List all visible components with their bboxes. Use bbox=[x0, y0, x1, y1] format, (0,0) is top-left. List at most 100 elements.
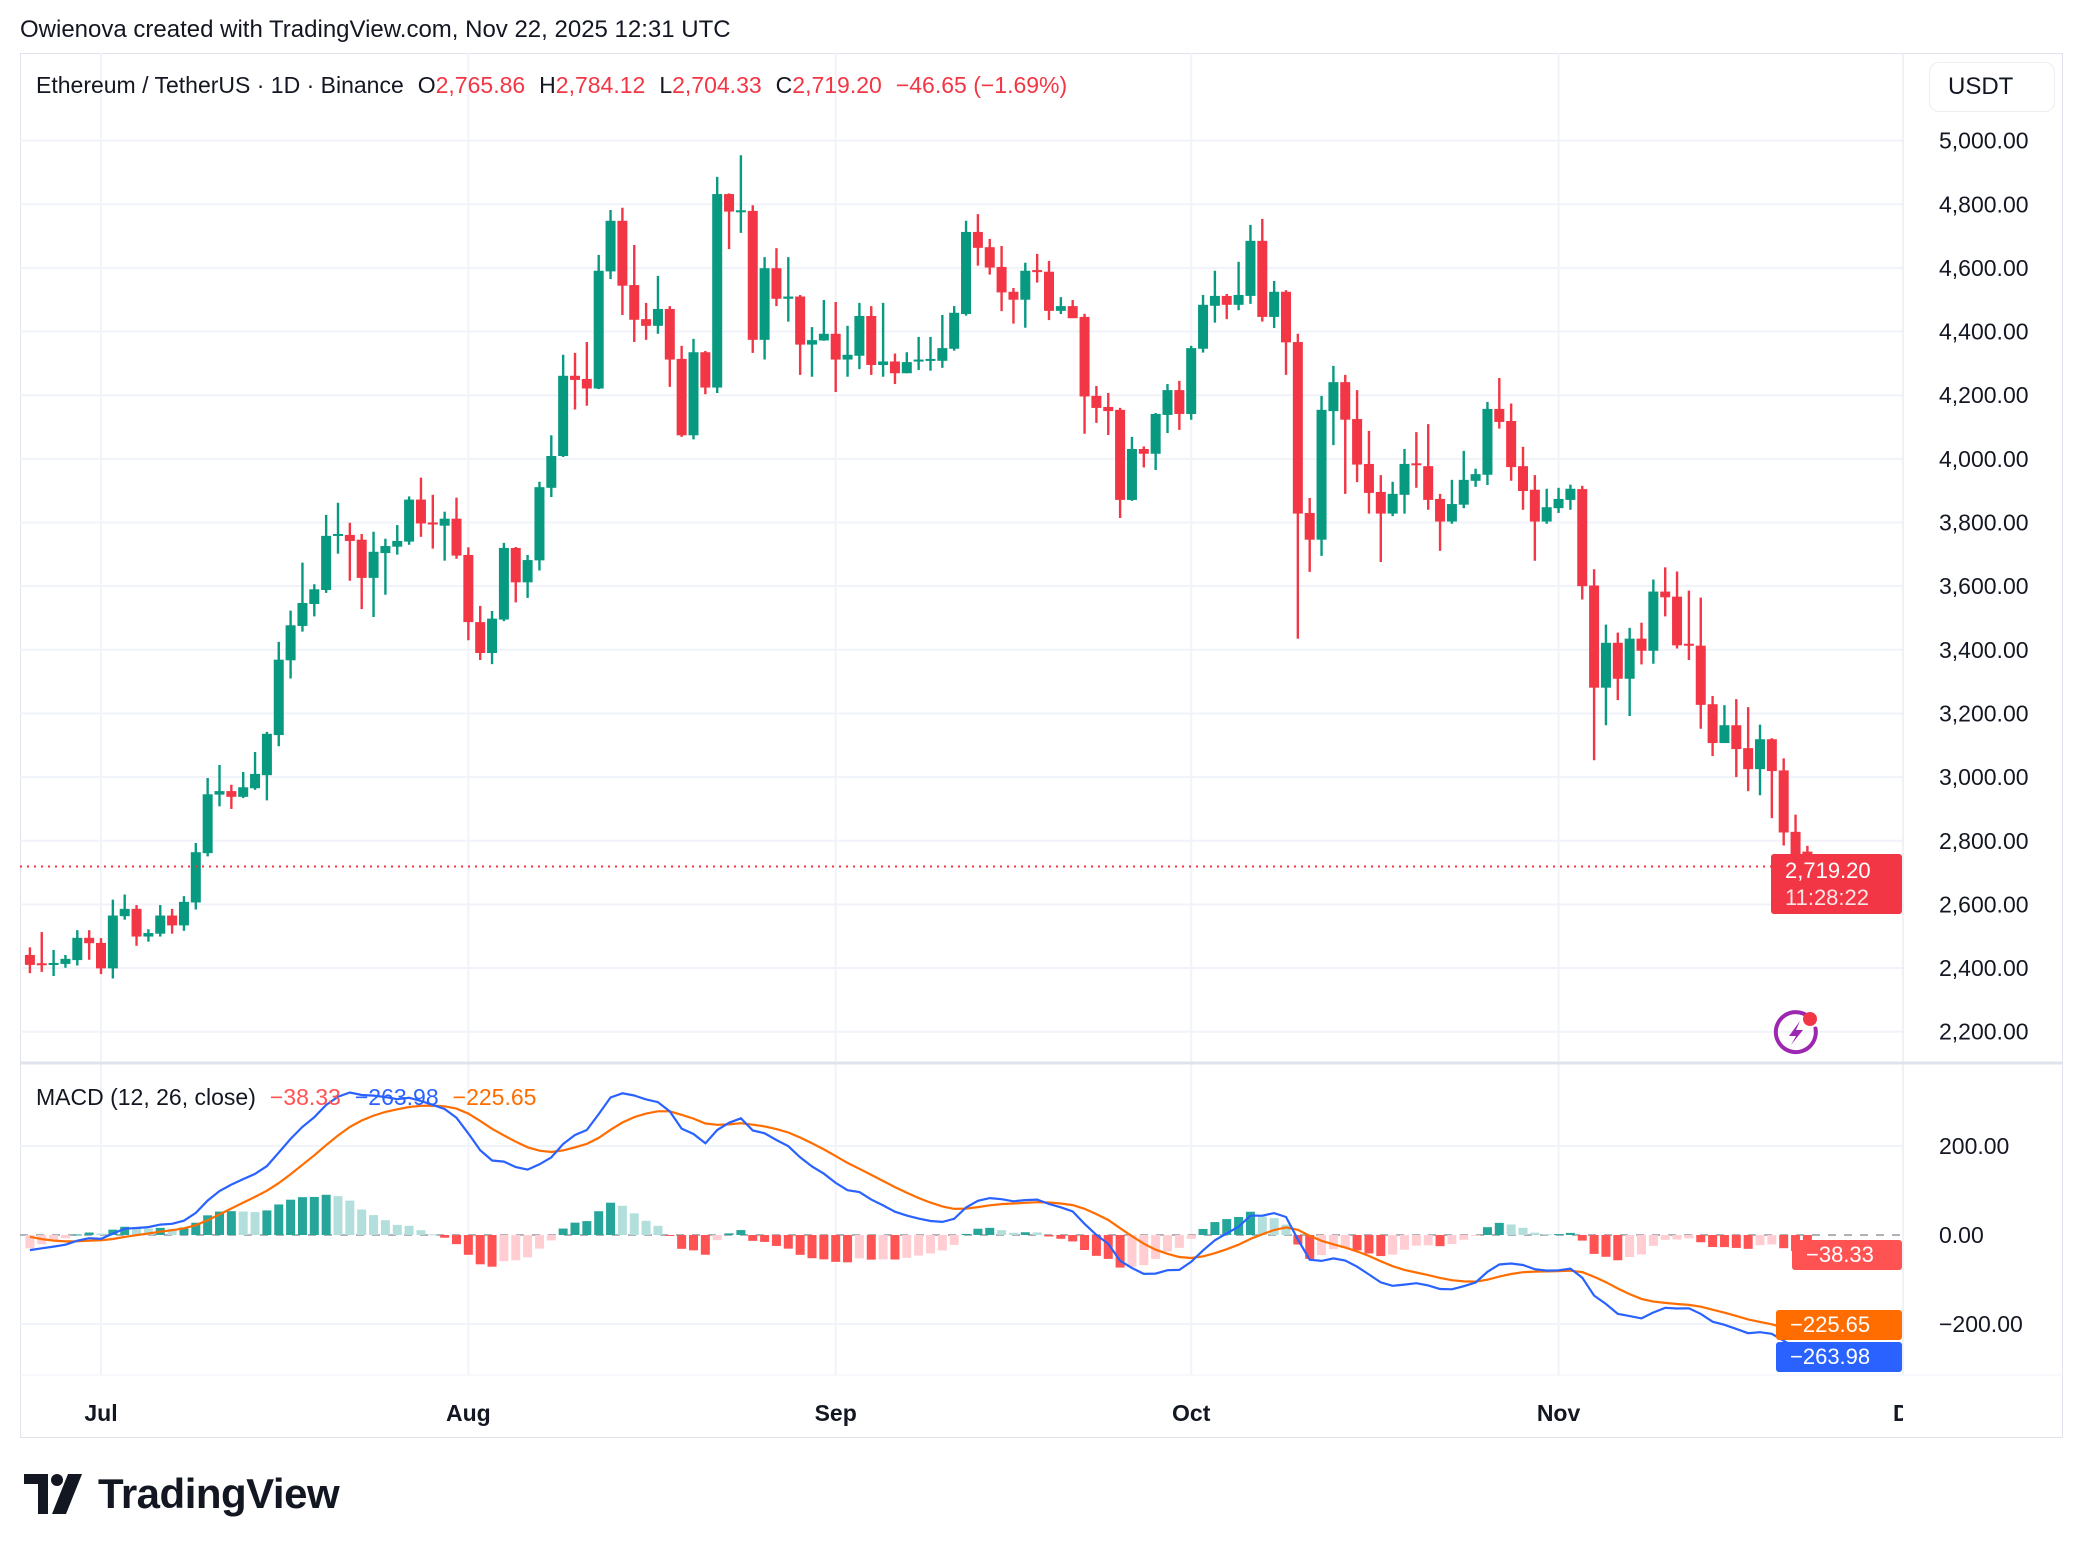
candle-body bbox=[1174, 390, 1185, 414]
macd-histogram-bar bbox=[1755, 1235, 1765, 1246]
macd-histogram-bar bbox=[286, 1199, 296, 1235]
macd-histogram-bar bbox=[49, 1235, 59, 1242]
symbol-legend: Ethereum / TetherUS · 1D · Binance O 2,76… bbox=[36, 72, 1081, 99]
candle bbox=[1257, 218, 1268, 322]
candle-body bbox=[285, 625, 296, 661]
candle bbox=[1518, 446, 1528, 510]
candle bbox=[84, 930, 95, 960]
candle-body bbox=[1387, 493, 1398, 514]
candle bbox=[688, 338, 699, 440]
candle-body bbox=[1600, 642, 1611, 688]
candle-body bbox=[1067, 306, 1078, 319]
macd-histogram-bar bbox=[1731, 1235, 1741, 1248]
candle bbox=[747, 205, 758, 353]
candle-body bbox=[996, 266, 1007, 293]
macd-histogram-bar bbox=[487, 1235, 497, 1267]
macd-histogram-bar bbox=[700, 1235, 710, 1255]
macd-axis-label: 0.00 bbox=[1939, 1222, 1984, 1248]
macd-histogram-bar bbox=[321, 1194, 331, 1235]
candle-body bbox=[155, 915, 166, 934]
candle-body bbox=[36, 963, 47, 966]
currency-button[interactable]: USDT bbox=[1929, 62, 2055, 112]
candle bbox=[1198, 294, 1209, 353]
candle-body bbox=[581, 378, 592, 389]
candle-body bbox=[1541, 507, 1552, 522]
macd-histogram-bar bbox=[1198, 1228, 1208, 1235]
candle bbox=[24, 947, 35, 974]
candle bbox=[724, 193, 735, 250]
candle bbox=[1446, 479, 1457, 524]
x-tick-label: Nov bbox=[1537, 1400, 1581, 1426]
candle bbox=[214, 765, 225, 807]
candle bbox=[96, 938, 106, 975]
macd-histogram-bar bbox=[108, 1229, 118, 1235]
macd-histogram-bar bbox=[1494, 1222, 1504, 1235]
x-tick-label: Oct bbox=[1172, 1400, 1211, 1426]
candle-body bbox=[344, 534, 355, 541]
candle bbox=[1778, 758, 1789, 846]
macd-histogram-bar bbox=[297, 1197, 307, 1235]
candle-body bbox=[167, 915, 178, 926]
symbol-title[interactable]: Ethereum / TetherUS · 1D · Binance bbox=[36, 72, 404, 98]
candle-body bbox=[1115, 409, 1126, 500]
candle-body bbox=[1778, 770, 1789, 833]
macd-histogram-bar bbox=[902, 1235, 912, 1258]
candle bbox=[72, 930, 83, 966]
candle bbox=[795, 294, 806, 375]
macd-title[interactable]: MACD (12, 26, close) bbox=[36, 1084, 256, 1110]
candle bbox=[546, 435, 557, 498]
candle bbox=[1683, 590, 1694, 660]
change-value: −46.65 (−1.69%) bbox=[895, 72, 1068, 98]
candle bbox=[1589, 569, 1600, 761]
macd-signal-value: −225.65 bbox=[452, 1084, 537, 1110]
macd-histogram-bar bbox=[1459, 1235, 1469, 1240]
candle bbox=[534, 481, 545, 571]
candle-body bbox=[1435, 498, 1446, 522]
candle bbox=[510, 547, 521, 603]
candle-body bbox=[652, 308, 663, 326]
candle-body bbox=[226, 791, 237, 797]
candle bbox=[167, 908, 178, 934]
candle-body bbox=[1020, 270, 1031, 300]
macd-histogram-bar bbox=[1625, 1235, 1635, 1258]
candle-body bbox=[333, 533, 343, 536]
lightning-alert-icon[interactable] bbox=[1773, 1010, 1818, 1055]
candle-body bbox=[1683, 643, 1694, 646]
macd-histogram-bar bbox=[677, 1235, 687, 1249]
candle bbox=[238, 772, 249, 799]
candle-body bbox=[664, 308, 675, 360]
macd-histogram-bar bbox=[274, 1204, 284, 1235]
tradingview-logo[interactable]: TradingView bbox=[24, 1470, 340, 1518]
candle bbox=[1411, 432, 1422, 488]
macd-histogram-bar bbox=[309, 1196, 319, 1235]
macd-histogram-bar bbox=[1222, 1219, 1232, 1235]
open-label: O bbox=[417, 72, 436, 98]
candle-body bbox=[1316, 409, 1327, 540]
macd-histogram-bar bbox=[463, 1235, 473, 1255]
candle-body bbox=[1150, 413, 1161, 454]
macd-histogram-bar bbox=[392, 1224, 402, 1235]
macd-histogram-bar bbox=[1364, 1235, 1374, 1254]
macd-histogram-bar bbox=[440, 1235, 450, 1238]
macd-histogram-bar bbox=[1589, 1235, 1599, 1254]
candle bbox=[321, 514, 332, 593]
macd-histogram-bar bbox=[937, 1235, 947, 1251]
macd-histogram-bar bbox=[1554, 1234, 1564, 1236]
macd-histogram-bar bbox=[1577, 1235, 1587, 1241]
candle-body bbox=[676, 358, 687, 436]
candle-body bbox=[641, 319, 652, 326]
candle-body bbox=[842, 354, 853, 360]
macd-histogram-bar bbox=[748, 1235, 758, 1241]
candle bbox=[1731, 699, 1742, 778]
candle-body bbox=[878, 361, 889, 365]
macd-line-tag: −263.98 bbox=[1776, 1342, 1902, 1372]
macd-histogram-bar bbox=[523, 1235, 533, 1258]
price-axis-label: 4,800.00 bbox=[1939, 191, 2029, 217]
macd-histogram-bar bbox=[1032, 1232, 1042, 1235]
macd-histogram-bar bbox=[724, 1233, 734, 1235]
candle bbox=[1162, 384, 1173, 434]
candle bbox=[1743, 707, 1754, 792]
candle-body bbox=[901, 362, 912, 374]
macd-histogram-bar bbox=[1245, 1211, 1255, 1235]
